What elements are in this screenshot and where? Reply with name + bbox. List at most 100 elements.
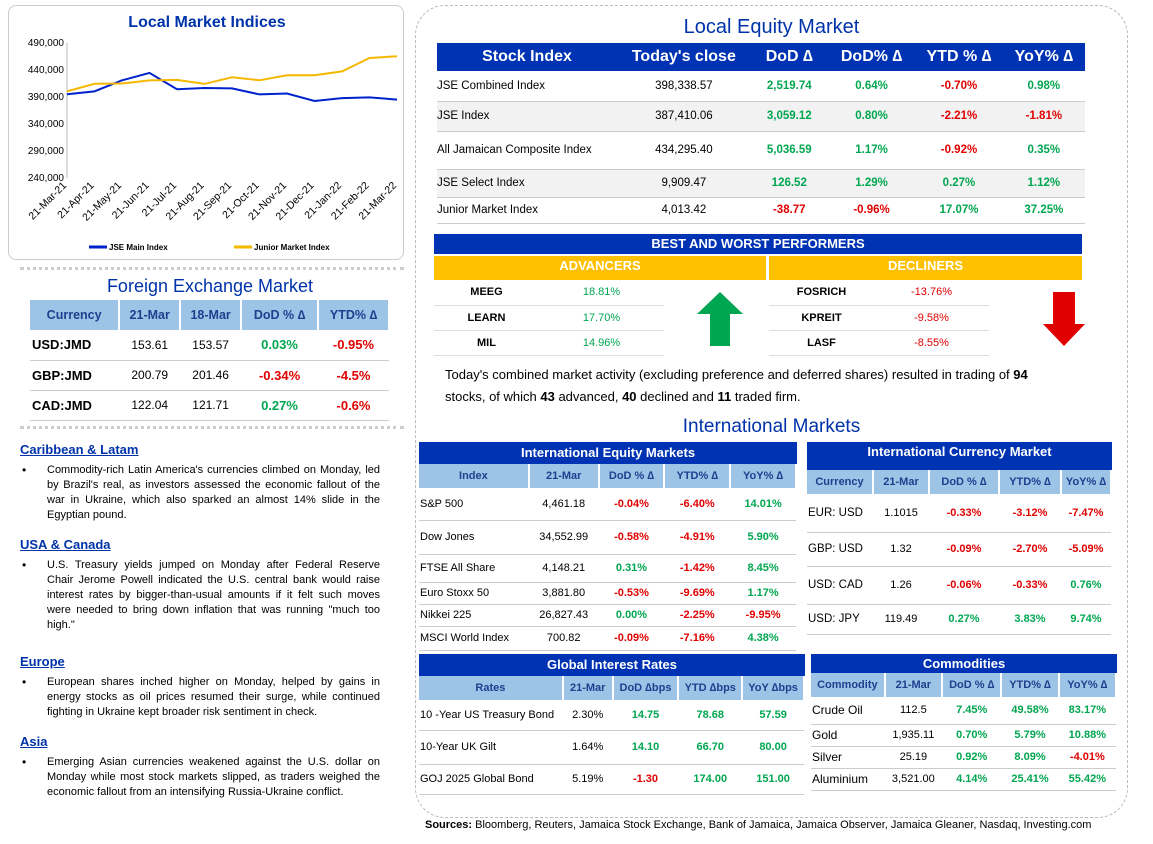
table-header-cell: 21-Mar: [884, 673, 944, 697]
equity-close: 4,013.42: [617, 197, 751, 224]
row-value: 119.49: [873, 604, 929, 635]
row-value: 2.30%: [562, 700, 613, 731]
sources-text: Bloomberg, Reuters, Jamaica Stock Exchan…: [472, 819, 1092, 831]
table-row: Nikkei 225 26,827.43 0.00% -2.25% -9.95%: [419, 604, 796, 627]
equity-dod: 3,059.12: [750, 101, 828, 132]
equity-row: Junior Market Index 4,013.42 -38.77 -0.96% 1…: [437, 197, 1085, 224]
summary-declined: 40: [622, 389, 637, 404]
equity-row: JSE Combined Index 398,338.57 2,519.74 0.64…: [437, 71, 1085, 102]
row-change: -1.42%: [664, 554, 731, 583]
table-header-cell: YTD% ∆: [664, 464, 732, 488]
news-heading: Caribbean & Latam: [20, 442, 139, 457]
news-block: Europe European shares inched higher on M…: [20, 654, 380, 720]
fx-table-wrap: Currency 21-Mar 18-Mar DoD % ∆ YTD% ∆ USD:JM…: [30, 300, 390, 421]
fx-header-cell: Currency: [30, 300, 121, 330]
fx-header-cell: 21-Mar: [119, 300, 182, 330]
row-value: 4,461.18: [528, 488, 599, 521]
row-label: USD: JPY: [807, 604, 873, 635]
row-change: 0.76%: [1061, 566, 1111, 605]
summary-advanced: 43: [540, 389, 555, 404]
equity-ytd: -0.70%: [915, 71, 1003, 102]
equity-ytd: -2.21%: [915, 101, 1003, 132]
intl-currency-table: Currency 21-Mar DoD % ∆ YTD% ∆ YoY% ∆ EUR: US…: [807, 470, 1112, 635]
equity-index-name: JSE Index: [437, 101, 617, 132]
row-label: Gold: [811, 724, 885, 747]
table-header-cell: Currency: [807, 470, 874, 494]
row-change: 0.92%: [942, 746, 1002, 769]
row-value: 4,148.21: [528, 554, 599, 583]
equity-panel: [415, 5, 1128, 818]
row-change: -0.09%: [929, 532, 999, 567]
row-change: 0.70%: [942, 724, 1002, 747]
commodities-title: Commodities: [811, 654, 1117, 673]
equity-index-name: JSE Select Index: [437, 169, 617, 198]
summary-text: Today's combined market activity (exclud…: [445, 367, 1014, 382]
row-value: 112.5: [884, 697, 942, 725]
summary-firm: 11: [717, 389, 732, 404]
row-change: -7.47%: [1061, 494, 1111, 533]
row-change: -4.91%: [664, 520, 731, 555]
news-heading: USA & Canada: [20, 537, 111, 552]
equity-index-name: Junior Market Index: [437, 197, 617, 224]
table-header-cell: Rates: [419, 676, 564, 700]
row-label: MSCI World Index: [419, 626, 529, 651]
equity-dod: 5,036.59: [750, 131, 828, 170]
local-indices-chart-panel: Local Market Indices 490,000 440,000 390,0…: [8, 5, 404, 260]
fx-ytd: -4.5%: [318, 360, 389, 391]
table-row: USD: CAD 1.26 -0.06% -0.33% 0.76%: [807, 566, 1111, 605]
row-change: -0.33%: [999, 566, 1061, 605]
equity-row: JSE Select Index 9,909.47 126.52 1.29% 0.27%…: [437, 169, 1085, 198]
up-arrow-icon: [697, 292, 743, 346]
table-row: Dow Jones 34,552.99 -0.58% -4.91% 5.90%: [419, 520, 796, 555]
equity-yoy: 37.25%: [1002, 197, 1085, 224]
row-change: 14.10: [612, 730, 679, 765]
row-value: 3,881.80: [528, 582, 599, 605]
equity-header-cell: DoD% ∆: [827, 43, 916, 71]
row-label: Euro Stoxx 50: [419, 582, 529, 605]
equity-dodp: 1.17%: [827, 131, 916, 170]
advancers-symbol: LEARN: [434, 305, 539, 331]
table-header-cell: DoD % ∆: [942, 673, 1003, 697]
equity-row: JSE Index 387,410.06 3,059.12 0.80% -2.21% -1…: [437, 101, 1085, 132]
row-change: -3.12%: [999, 494, 1061, 533]
advancers-value: 17.70%: [539, 305, 664, 331]
intl-equity-table: Index 21-Mar DoD % ∆ YTD% ∆ YoY% ∆ S&P 500 4,4…: [419, 464, 797, 651]
table-row: EUR: USD 1.1015 -0.33% -3.12% -7.47%: [807, 494, 1111, 533]
row-change: 83.17%: [1058, 697, 1116, 725]
table-row: Aluminium 3,521.00 4.14% 25.41% 55.42%: [811, 768, 1116, 791]
row-change: 7.45%: [942, 697, 1002, 725]
row-change: 4.14%: [942, 768, 1002, 791]
equity-close: 9,909.47: [617, 169, 751, 198]
equity-ytd: 0.27%: [915, 169, 1003, 198]
row-change: 4.38%: [730, 626, 796, 651]
y-tick-label: 390,000: [28, 92, 65, 103]
advancers-symbol: MEEG: [434, 280, 539, 306]
fx-table: Currency 21-Mar 18-Mar DoD % ∆ YTD% ∆ USD:JM…: [30, 300, 390, 421]
row-change: 0.00%: [598, 604, 665, 627]
row-change: 14.75: [612, 700, 679, 731]
fx-row: USD:JMD 153.61 153.57 0.03% -0.95%: [30, 330, 389, 361]
advancers-table-wrap: MEEG 18.81% LEARN 17.70% MIL 14.96%: [434, 280, 664, 356]
decliners-table: FOSRICH -13.76% KPREIT -9.58% LASF -8.55%: [769, 280, 989, 356]
row-change: -2.25%: [664, 604, 731, 627]
table-row: FTSE All Share 4,148.21 0.31% -1.42% 8.45%: [419, 554, 796, 583]
table-header-cell: YTD% ∆: [1001, 673, 1060, 697]
news-heading: Asia: [20, 734, 48, 749]
row-value: 1.26: [873, 566, 929, 605]
row-value: 1.1015: [873, 494, 929, 533]
row-label: 10 -Year US Treasury Bond: [419, 700, 563, 731]
row-label: Silver: [811, 746, 885, 769]
equity-dod: 2,519.74: [750, 71, 828, 102]
row-change: -9.95%: [730, 604, 796, 627]
row-change: 0.31%: [598, 554, 665, 583]
row-change: 5.90%: [730, 520, 796, 555]
table-header-cell: DoD % ∆: [598, 464, 666, 488]
y-tick-label: 490,000: [28, 38, 65, 49]
row-change: -0.53%: [598, 582, 665, 605]
table-header-cell: YoY% ∆: [1061, 470, 1112, 494]
news-block: Asia Emerging Asian currencies weakened a…: [20, 734, 380, 800]
row-value: 25.19: [884, 746, 942, 769]
row-label: USD: CAD: [807, 566, 873, 605]
advancers-table: MEEG 18.81% LEARN 17.70% MIL 14.96%: [434, 280, 664, 356]
row-value: 1,935.11: [884, 724, 942, 747]
